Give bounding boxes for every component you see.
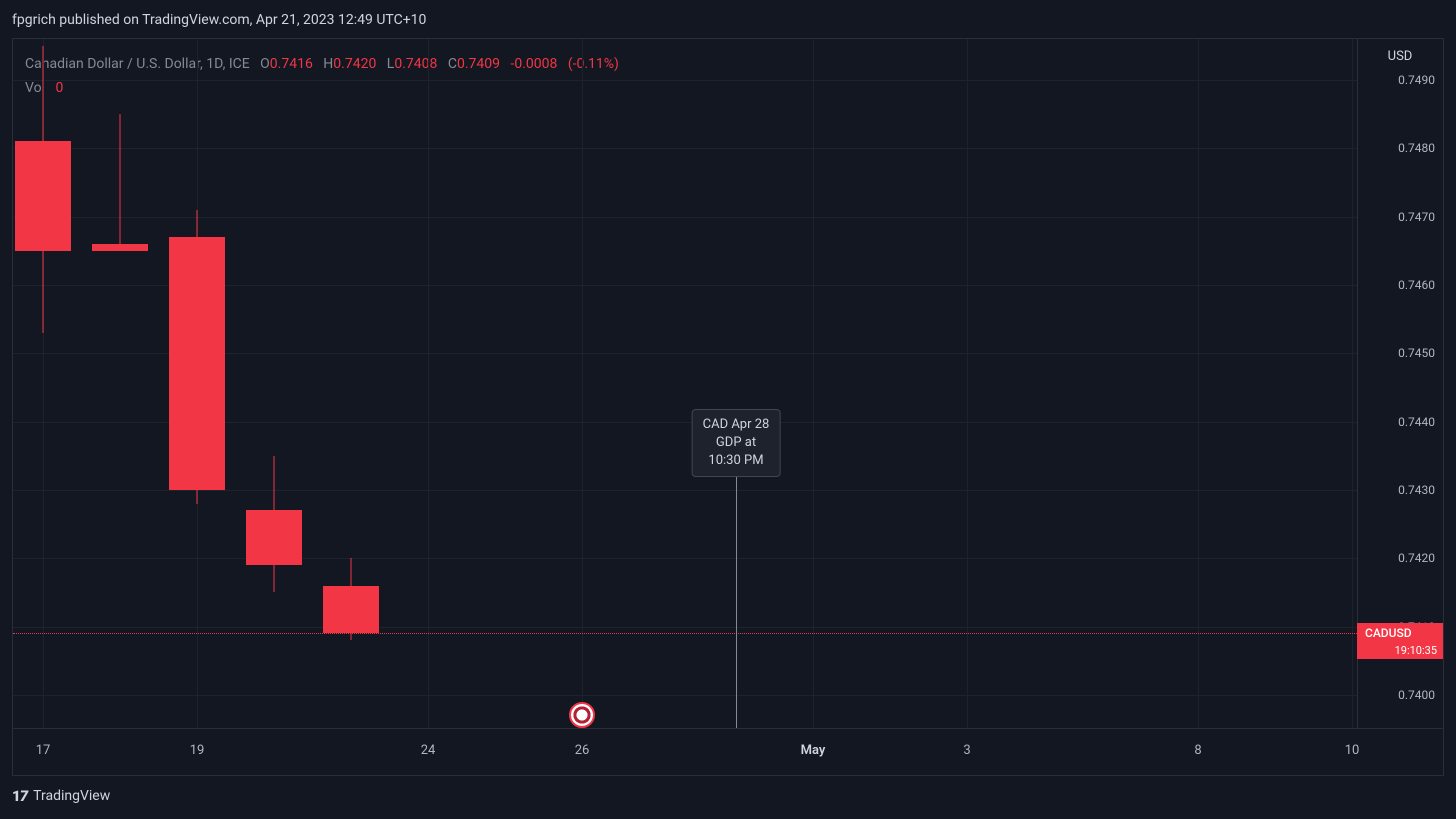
y-tick-label: 0.7430 — [1398, 483, 1435, 497]
y-tick-label: 0.7480 — [1398, 141, 1435, 155]
legend-change-abs: -0.0008 — [510, 56, 557, 72]
price-axis-currency: USD — [1357, 49, 1443, 64]
candle — [169, 39, 225, 729]
chart-container: Canadian Dollar / U.S. Dollar, 1D, ICE O… — [12, 38, 1444, 776]
x-tick-label: 17 — [36, 743, 51, 758]
candle — [246, 39, 302, 729]
event-marker-icon[interactable] — [569, 702, 595, 728]
gridline-v — [1352, 39, 1353, 729]
gridline-v — [1198, 39, 1199, 729]
tradingview-logo-icon: 17 — [12, 787, 27, 805]
candle — [323, 39, 379, 729]
event-line — [736, 477, 737, 729]
countdown-tag: 19:10:35 — [1389, 643, 1443, 659]
price-axis[interactable]: USD 0.74000.74100.74200.74300.74400.7450… — [1357, 39, 1443, 729]
footer: 17 TradingView — [12, 787, 110, 805]
legend-c-label: C — [448, 56, 457, 72]
x-tick-label: 3 — [963, 743, 970, 758]
y-tick-label: 0.7420 — [1398, 551, 1435, 565]
candle — [92, 39, 148, 729]
x-tick-label: 10 — [1345, 743, 1360, 758]
gridline-v — [428, 39, 429, 729]
x-tick-label: 8 — [1194, 743, 1201, 758]
y-tick-label: 0.7450 — [1398, 346, 1435, 360]
legend-change-pct: (-0.11%) — [568, 56, 619, 72]
gridline-v — [967, 39, 968, 729]
publish-header: fpgrich published on TradingView.com, Ap… — [12, 12, 426, 28]
footer-brand: TradingView — [33, 788, 110, 804]
x-tick-label: 19 — [190, 743, 205, 758]
x-tick-label: 24 — [421, 743, 436, 758]
gridline-v — [813, 39, 814, 729]
legend-c-value: 0.7409 — [457, 56, 500, 72]
legend-l-value: 0.7408 — [394, 56, 437, 72]
gridline-v — [582, 39, 583, 729]
y-tick-label: 0.7490 — [1398, 73, 1435, 87]
candle — [15, 39, 71, 729]
x-tick-label: May — [801, 743, 826, 758]
x-tick-label: 26 — [575, 743, 590, 758]
y-tick-label: 0.7460 — [1398, 278, 1435, 292]
chart-pane[interactable]: Canadian Dollar / U.S. Dollar, 1D, ICE O… — [13, 39, 1358, 729]
y-tick-label: 0.7470 — [1398, 210, 1435, 224]
time-axis[interactable]: 17 19 24 26 May 3 8 10 — [13, 728, 1358, 775]
y-tick-label: 0.7400 — [1398, 688, 1435, 702]
last-price-line — [13, 633, 1357, 634]
y-tick-label: 0.7440 — [1398, 415, 1435, 429]
event-tooltip: CAD Apr 28GDP at10:30 PM — [692, 409, 781, 477]
